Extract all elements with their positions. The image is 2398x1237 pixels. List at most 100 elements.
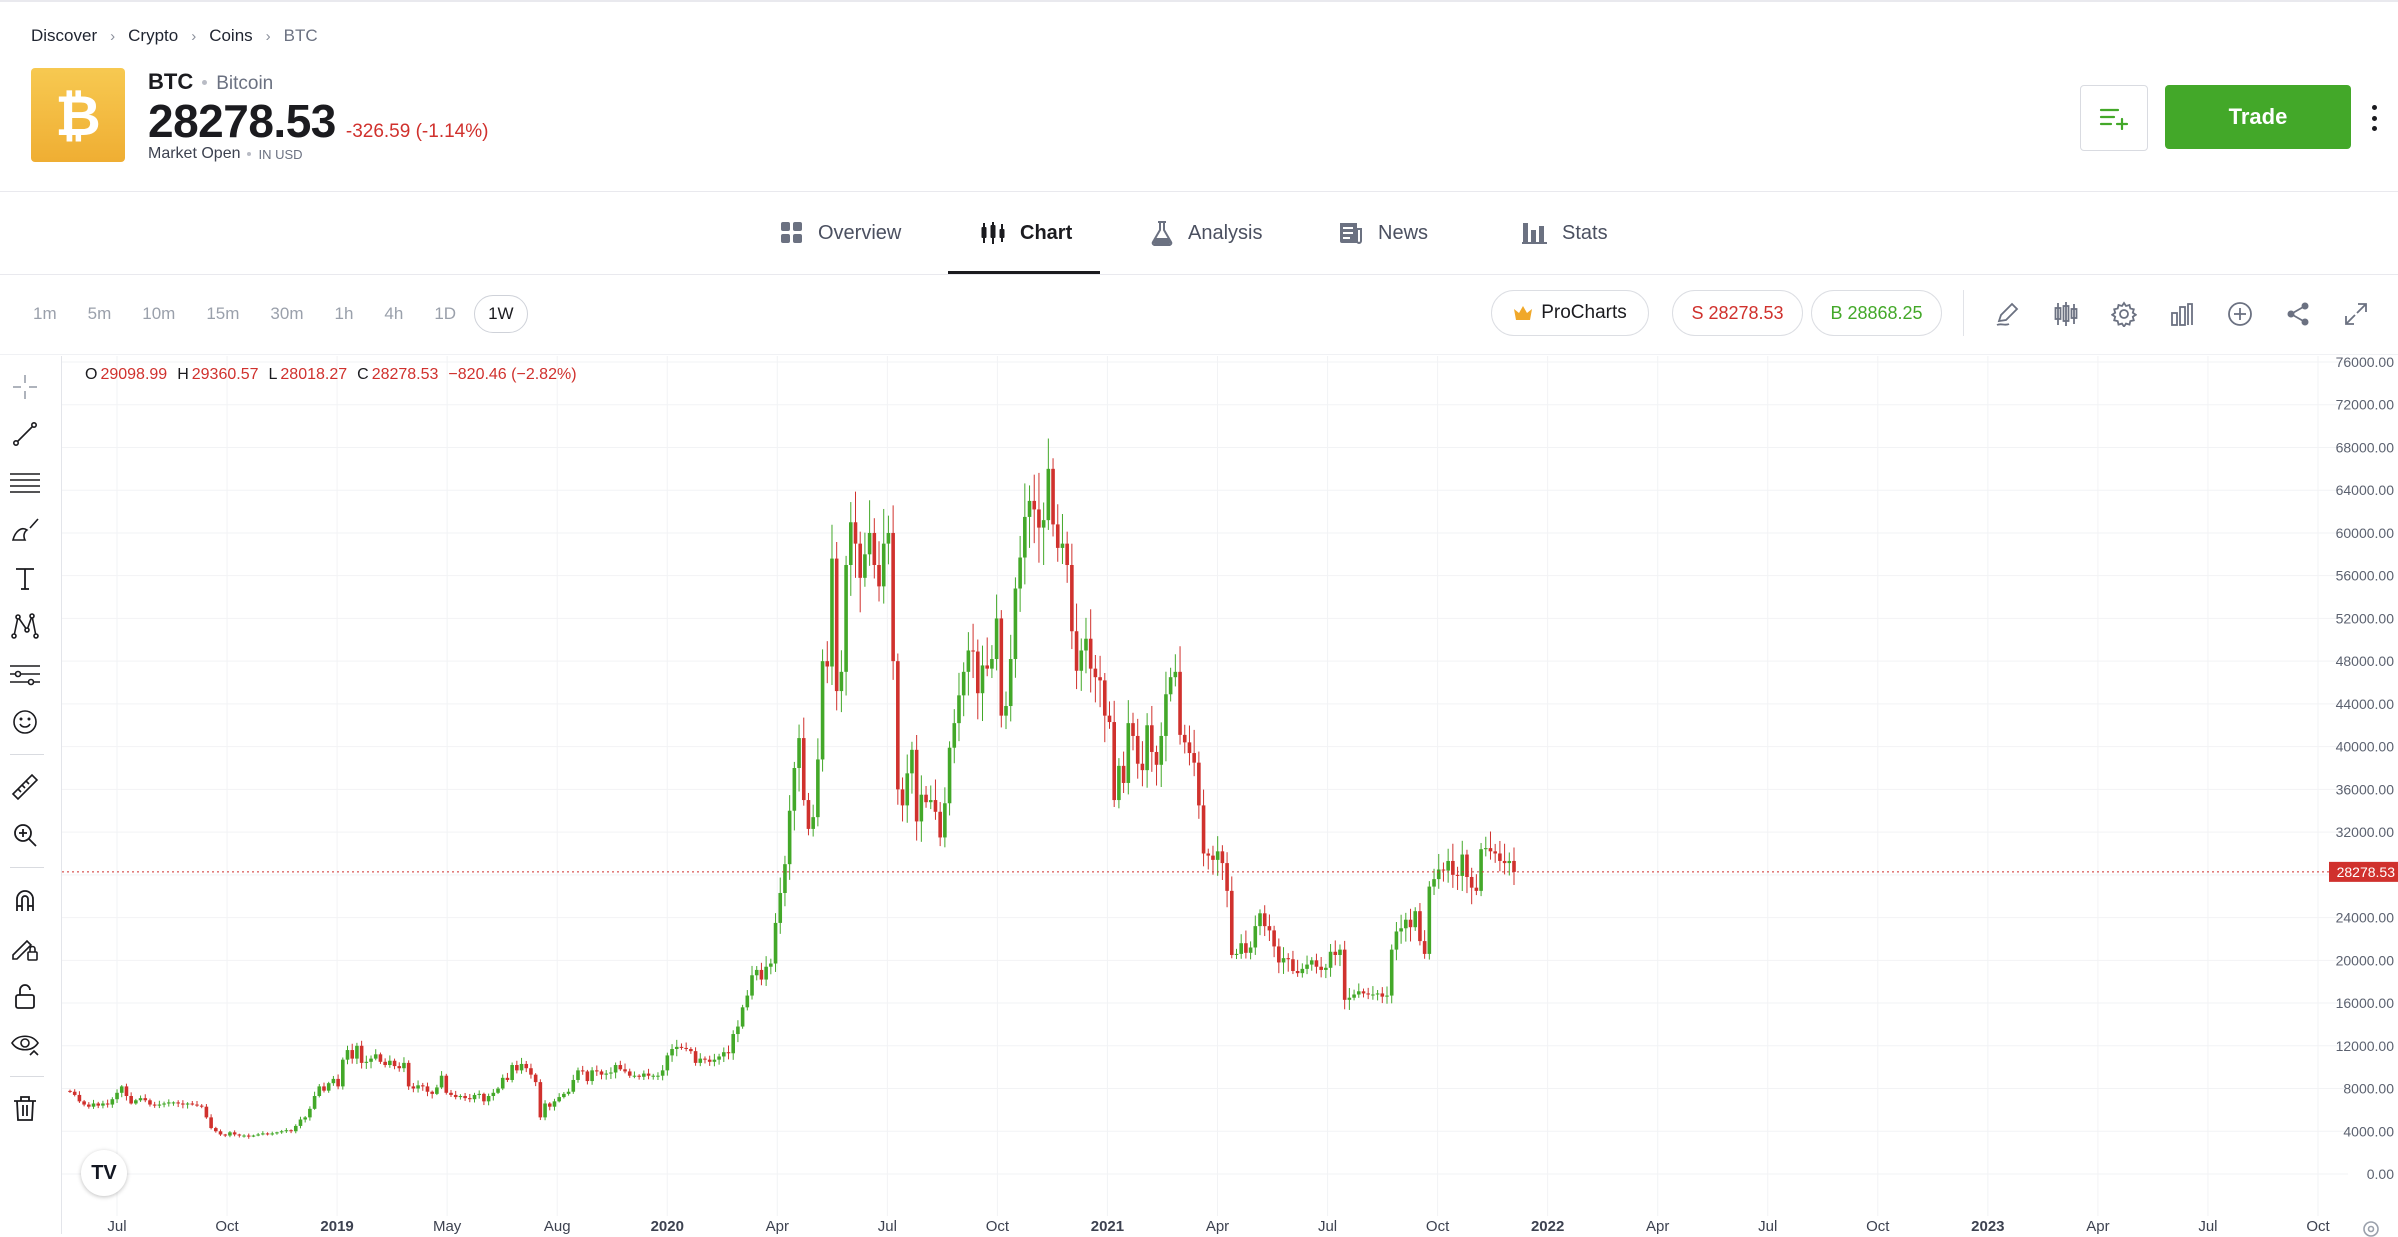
interval-30m[interactable]: 30m (270, 304, 304, 323)
candle-body (1220, 851, 1225, 864)
ruler-icon[interactable] (8, 770, 42, 804)
candle-body (1427, 886, 1432, 954)
indicators-icon[interactable] (2166, 298, 2198, 330)
emoji-icon[interactable] (8, 705, 42, 739)
candle-body (312, 1096, 317, 1109)
x-tick-label: Oct (1866, 1218, 1890, 1234)
x-tick-label: 2023 (1971, 1218, 2004, 1234)
candle-body (1070, 565, 1074, 632)
text-icon[interactable] (8, 561, 42, 595)
candle-body (1479, 849, 1483, 891)
breadcrumb-discover[interactable]: Discover (31, 26, 98, 45)
y-tick-label: 24000.00 (2336, 910, 2395, 926)
interval-1h[interactable]: 1h (334, 304, 354, 323)
add-circle-icon[interactable] (2224, 298, 2256, 330)
candle-body (270, 1133, 275, 1135)
more-options-icon[interactable] (2364, 100, 2384, 136)
trash-icon[interactable] (8, 1091, 42, 1125)
unlock-icon[interactable] (8, 979, 42, 1013)
brush-icon[interactable] (8, 513, 42, 547)
tab-news[interactable]: News (1338, 192, 1428, 274)
breadcrumb-coins[interactable]: Coins (209, 26, 253, 45)
pattern-icon[interactable] (8, 609, 42, 643)
interval-1d[interactable]: 1D (434, 304, 457, 323)
candle-body (1248, 947, 1253, 953)
forecast-icon[interactable] (8, 657, 42, 691)
candle-body (378, 1054, 383, 1062)
candle-body (740, 1007, 745, 1027)
tab-overview[interactable]: Overview (780, 192, 901, 274)
candle-body (317, 1086, 322, 1097)
crosshair-icon[interactable] (8, 370, 42, 404)
price-chart[interactable]: 0.00 4000.00 8000.00 12000.00 16000.00 20000.… (62, 356, 2398, 1234)
interval-15m[interactable]: 15m (206, 304, 240, 323)
candle-body (1013, 588, 1018, 660)
candle-body (726, 1052, 731, 1054)
candle-body (1023, 516, 1027, 558)
candle-body (745, 995, 750, 1008)
tab-chart[interactable]: Chart (948, 192, 1100, 274)
candle-body (232, 1132, 237, 1135)
tradingview-logo[interactable]: TV (81, 1150, 127, 1196)
candle-body (1182, 734, 1187, 743)
ohlc-high-key: H (177, 366, 189, 383)
candle-body (1272, 930, 1276, 947)
interval-4h[interactable]: 4h (384, 304, 404, 323)
candle-body (500, 1077, 505, 1089)
trend-line-icon[interactable] (8, 417, 42, 451)
candle-body (1502, 860, 1507, 864)
candle-body (341, 1059, 345, 1087)
parallel-lines-icon[interactable] (8, 465, 42, 499)
settings-icon[interactable] (2108, 298, 2140, 330)
interval-10m[interactable]: 10m (142, 304, 176, 323)
eye-icon[interactable] (8, 1027, 42, 1061)
breadcrumb-crypto[interactable]: Crypto (128, 26, 179, 45)
candle-body (1065, 543, 1069, 565)
lock-drawing-icon[interactable] (8, 931, 42, 965)
tab-analysis[interactable]: Analysis (1150, 192, 1262, 274)
procharts-button[interactable]: ProCharts (1491, 290, 1649, 336)
candles-icon[interactable] (2050, 298, 2082, 330)
trade-button[interactable]: Trade (2165, 85, 2351, 149)
chart-left-border (61, 356, 62, 1234)
candle-body (1159, 735, 1164, 765)
candle-body (1093, 668, 1098, 678)
magnet-icon[interactable] (8, 883, 42, 917)
candle-body (717, 1056, 721, 1060)
buy-price-button[interactable]: B 28868.25 (1811, 290, 1942, 336)
interval-1w[interactable]: 1W (474, 295, 528, 333)
interval-5m[interactable]: 5m (87, 304, 112, 323)
candle-body (1375, 993, 1380, 995)
candle-body (1380, 993, 1385, 997)
expand-icon[interactable] (2340, 298, 2372, 330)
candle-body (1037, 509, 1041, 528)
candle-body (609, 1072, 613, 1074)
candle-body (444, 1075, 449, 1093)
share-icon[interactable] (2282, 298, 2314, 330)
candle-body (256, 1134, 260, 1136)
add-to-watchlist-button[interactable] (2080, 85, 2148, 151)
candle-body (1455, 874, 1460, 876)
interval-1m[interactable]: 1m (33, 304, 57, 323)
x-tick-label: Jul (878, 1218, 897, 1234)
candle-body (764, 966, 768, 980)
zoom-in-icon[interactable] (8, 818, 42, 852)
candle-body (538, 1082, 543, 1118)
candle-body (218, 1131, 223, 1135)
sell-price-button[interactable]: S 28278.53 (1672, 290, 1803, 336)
candle-body (458, 1096, 463, 1098)
candle-body (1469, 876, 1474, 888)
candle-body (806, 800, 811, 829)
candle-body (980, 665, 985, 694)
pencil-icon[interactable] (1992, 298, 2024, 330)
ohlc-close: 28278.53 (371, 366, 439, 383)
candle-body (1465, 854, 1469, 877)
candle-body (82, 1101, 86, 1105)
tab-stats[interactable]: Stats (1522, 192, 1608, 274)
candle-body (115, 1092, 119, 1100)
toolbar-separator (10, 867, 44, 868)
candle-body (947, 747, 952, 804)
candle-body (971, 650, 975, 652)
candle-body (952, 723, 957, 748)
candle-body (486, 1096, 491, 1102)
